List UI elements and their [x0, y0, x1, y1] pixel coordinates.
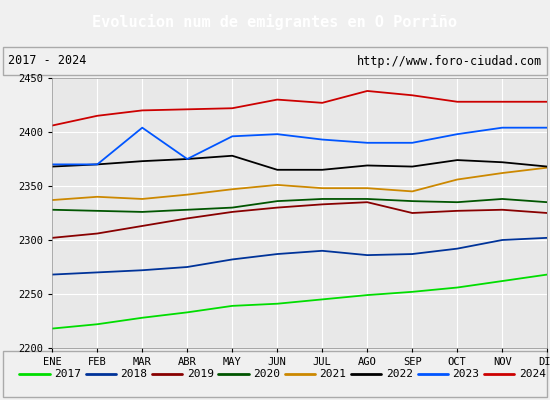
Text: Evolucion num de emigrantes en O Porriño: Evolucion num de emigrantes en O Porriño — [92, 14, 458, 30]
Text: 2018: 2018 — [120, 369, 147, 379]
Text: 2023: 2023 — [452, 369, 479, 379]
Text: 2022: 2022 — [386, 369, 413, 379]
Text: http://www.foro-ciudad.com: http://www.foro-ciudad.com — [356, 54, 542, 68]
Text: 2020: 2020 — [253, 369, 280, 379]
Text: 2024: 2024 — [519, 369, 546, 379]
Text: 2019: 2019 — [186, 369, 214, 379]
Text: 2017: 2017 — [54, 369, 81, 379]
Text: 2021: 2021 — [320, 369, 346, 379]
Text: 2017 - 2024: 2017 - 2024 — [8, 54, 87, 68]
